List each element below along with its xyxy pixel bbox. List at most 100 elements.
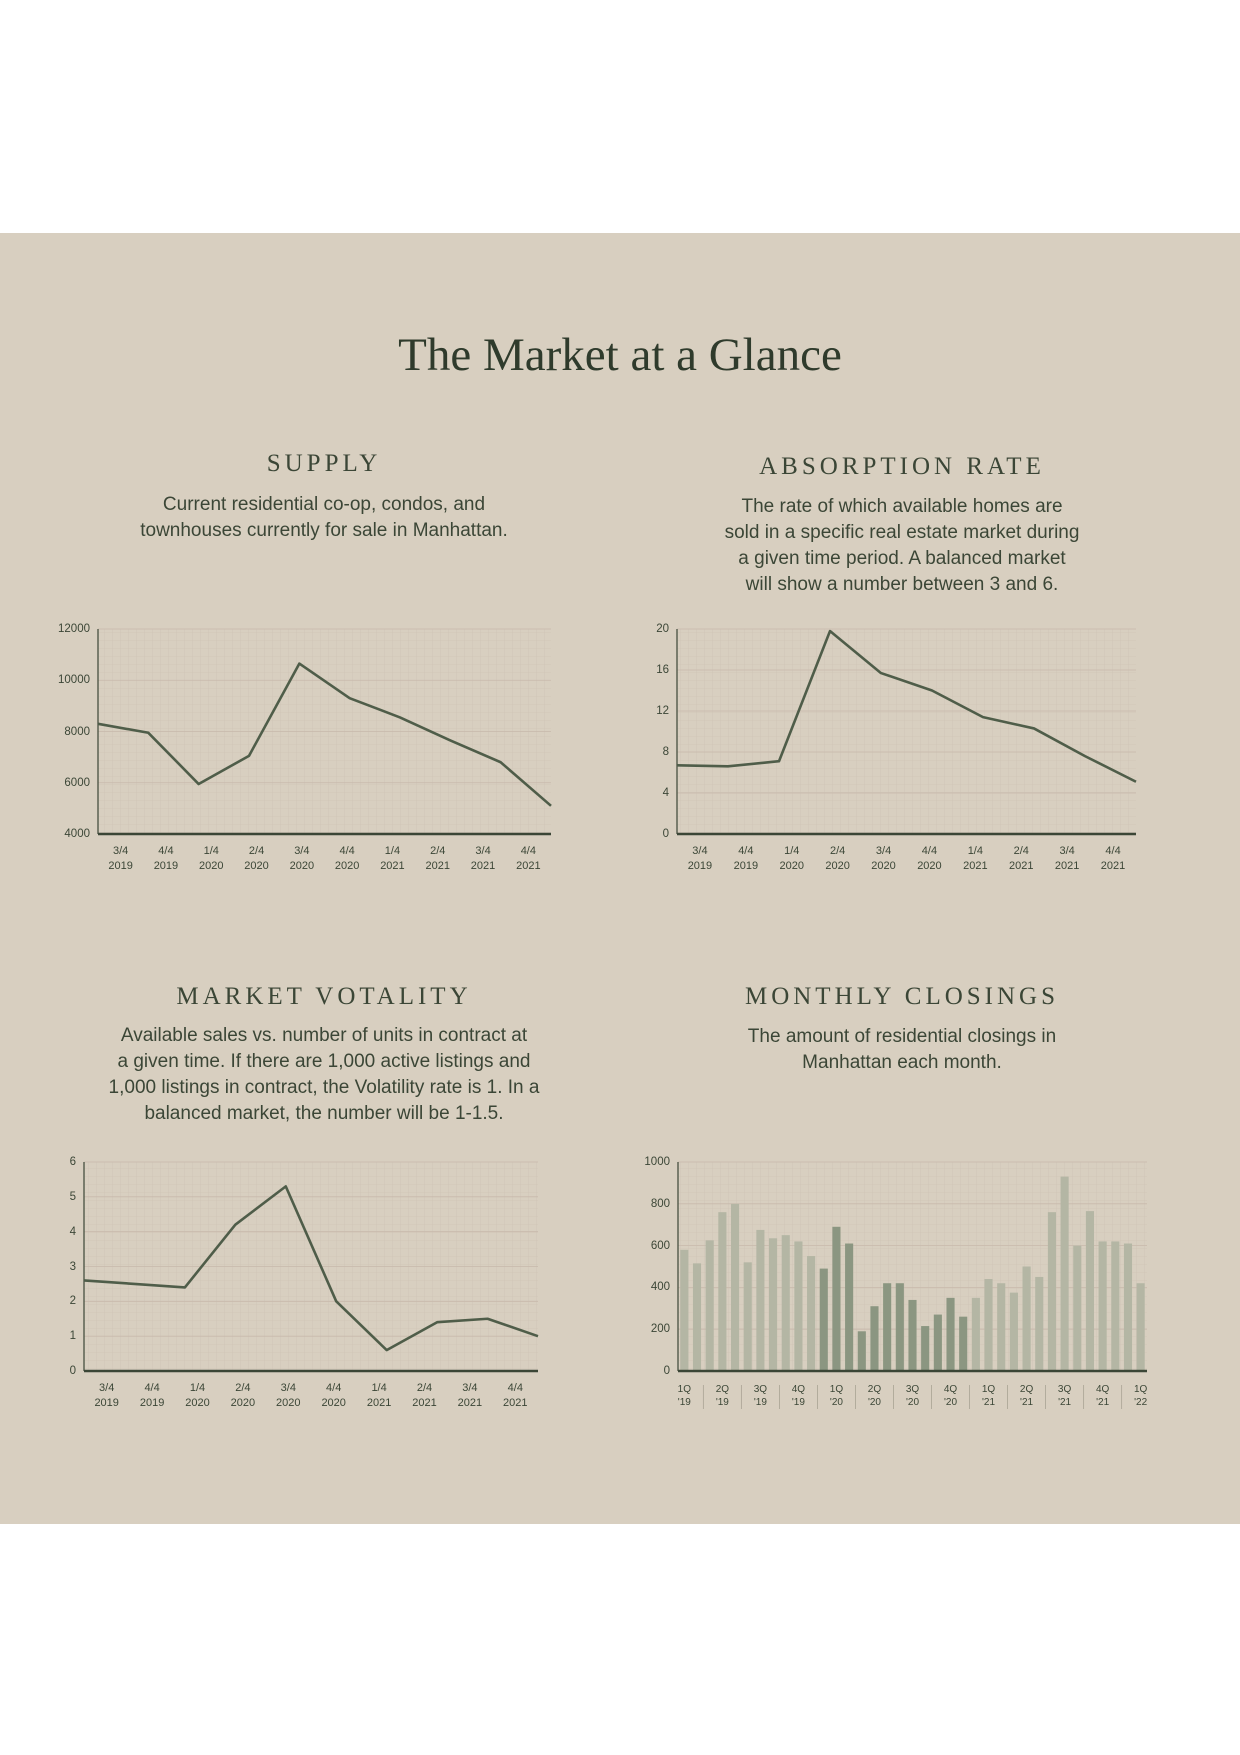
x-tick-label: 2Q '19 [715, 1384, 730, 1408]
y-tick-label: 4 [662, 787, 669, 799]
chart-description: a given time. If there are 1,000 active … [117, 1051, 531, 1072]
x-tick-label: 3/4 2020 [276, 1382, 301, 1409]
x-tick-label: 2Q '21 [1019, 1384, 1034, 1408]
x-tick-label: 1Q '21 [981, 1384, 996, 1408]
bar [883, 1283, 892, 1371]
bar [959, 1316, 968, 1371]
y-tick-label: 12 [656, 705, 669, 717]
x-tick-label: 3/4 2021 [457, 1382, 483, 1409]
x-tick-label: 3Q '20 [905, 1384, 920, 1408]
y-tick-label: 20 [656, 623, 669, 635]
bar [921, 1326, 930, 1371]
chart-description: townhouses currently for sale in Manhatt… [140, 520, 508, 541]
x-tick-label: 4/4 2021 [1100, 845, 1126, 872]
y-tick-label: 0 [69, 1365, 76, 1377]
x-tick-label: 2/4 2021 [412, 1382, 437, 1409]
chart-description: Current residential co-op, condos, and [162, 494, 486, 515]
x-tick-label: 4/4 2019 [733, 845, 759, 872]
x-tick-label: 4/4 2020 [917, 845, 942, 872]
bar [1098, 1241, 1107, 1371]
data-line [83, 1185, 539, 1352]
y-tick-label: 8000 [64, 725, 90, 738]
bar [1073, 1245, 1082, 1371]
y-tick-label: 16 [656, 664, 669, 676]
x-tick-label: 1/4 2021 [963, 845, 988, 872]
x-tick-label: 3/4 2019 [94, 1382, 119, 1409]
bar [971, 1297, 980, 1371]
y-tick-label: 10000 [58, 674, 90, 687]
y-tick-label: 400 [650, 1281, 670, 1294]
chart-title: MARKET VOTALITY [176, 983, 472, 1010]
y-tick-label: 1000 [644, 1156, 670, 1168]
bar [1060, 1176, 1069, 1371]
x-tick-label: 4/4 2021 [503, 1382, 528, 1409]
x-tick-label: 4Q '21 [1095, 1384, 1110, 1408]
bar [933, 1314, 942, 1371]
bar [1123, 1243, 1133, 1371]
x-tick-label: 4Q '20 [943, 1384, 958, 1408]
x-tick-label: 2/4 2021 [425, 845, 450, 872]
x-tick-label: 3/4 2020 [289, 845, 315, 872]
chart-title: SUPPLY [266, 450, 382, 477]
x-tick-label: 1/4 2020 [779, 845, 804, 872]
y-tick-label: 1 [69, 1330, 76, 1343]
x-tick-label: 1Q '20 [829, 1384, 844, 1408]
bar [1085, 1211, 1095, 1371]
x-tick-label: 4Q '19 [791, 1384, 806, 1408]
y-tick-label: 6 [69, 1156, 76, 1168]
data-line [676, 629, 1137, 783]
chart-description: The rate of which available homes are [741, 496, 1063, 517]
bar [692, 1263, 702, 1371]
bar [718, 1212, 727, 1371]
y-tick-label: 0 [663, 1365, 670, 1377]
bar [794, 1241, 803, 1371]
chart-description: Manhattan each month. [802, 1052, 1002, 1073]
bar [705, 1240, 714, 1371]
x-tick-label: 4/4 2020 [321, 1382, 346, 1409]
bar [984, 1279, 993, 1371]
bar [857, 1331, 866, 1371]
x-tick-label: 3/4 2021 [1054, 845, 1080, 872]
y-tick-label: 4000 [64, 828, 90, 840]
bar [908, 1299, 917, 1371]
chart-description: will show a number between 3 and 6. [745, 574, 1059, 595]
x-tick-label: 2/4 2020 [230, 1382, 256, 1409]
y-tick-label: 6000 [64, 776, 90, 789]
bar [743, 1262, 752, 1371]
x-tick-label: 1Q '22 [1133, 1384, 1148, 1408]
x-tick-label: 3/4 2020 [871, 845, 896, 872]
bar [895, 1283, 904, 1371]
bar [832, 1226, 841, 1371]
y-tick-label: 8 [662, 746, 669, 758]
x-tick-label: 1Q '19 [677, 1384, 691, 1408]
bar [1022, 1266, 1031, 1371]
chart-description: 1,000 listings in contract, the Volatili… [108, 1077, 540, 1098]
y-tick-label: 4 [69, 1225, 76, 1238]
chart-description: balanced market, the number will be 1-1.… [144, 1103, 504, 1124]
bar [1047, 1212, 1056, 1371]
x-tick-label: 1/4 2021 [380, 845, 405, 872]
chart-description: Available sales vs. number of units in c… [120, 1025, 528, 1046]
y-tick-label: 200 [650, 1323, 670, 1336]
bar [807, 1256, 816, 1371]
data-line [97, 662, 552, 807]
bar [1035, 1276, 1044, 1371]
chart-description: a given time period. A balanced market [738, 548, 1066, 569]
chart-title: MONTHLY CLOSINGS [744, 983, 1060, 1010]
y-tick-label: 5 [69, 1190, 76, 1203]
x-tick-label: 2Q '20 [867, 1384, 882, 1408]
x-tick-label: 3/4 2019 [108, 845, 133, 872]
y-tick-label: 0 [662, 828, 669, 840]
x-tick-label: 4/4 2020 [334, 845, 360, 872]
x-tick-label: 2/4 2020 [825, 845, 850, 872]
x-tick-label: 2/4 2020 [244, 845, 269, 872]
x-tick-label: 4/4 2021 [516, 845, 541, 872]
y-tick-label: 2 [69, 1295, 76, 1308]
bar [1136, 1283, 1145, 1371]
chart-description: The amount of residential closings in [747, 1026, 1057, 1047]
bar [1111, 1241, 1120, 1371]
x-tick-label: 3/4 2021 [470, 845, 496, 872]
bar [680, 1249, 689, 1371]
bar [946, 1297, 955, 1371]
